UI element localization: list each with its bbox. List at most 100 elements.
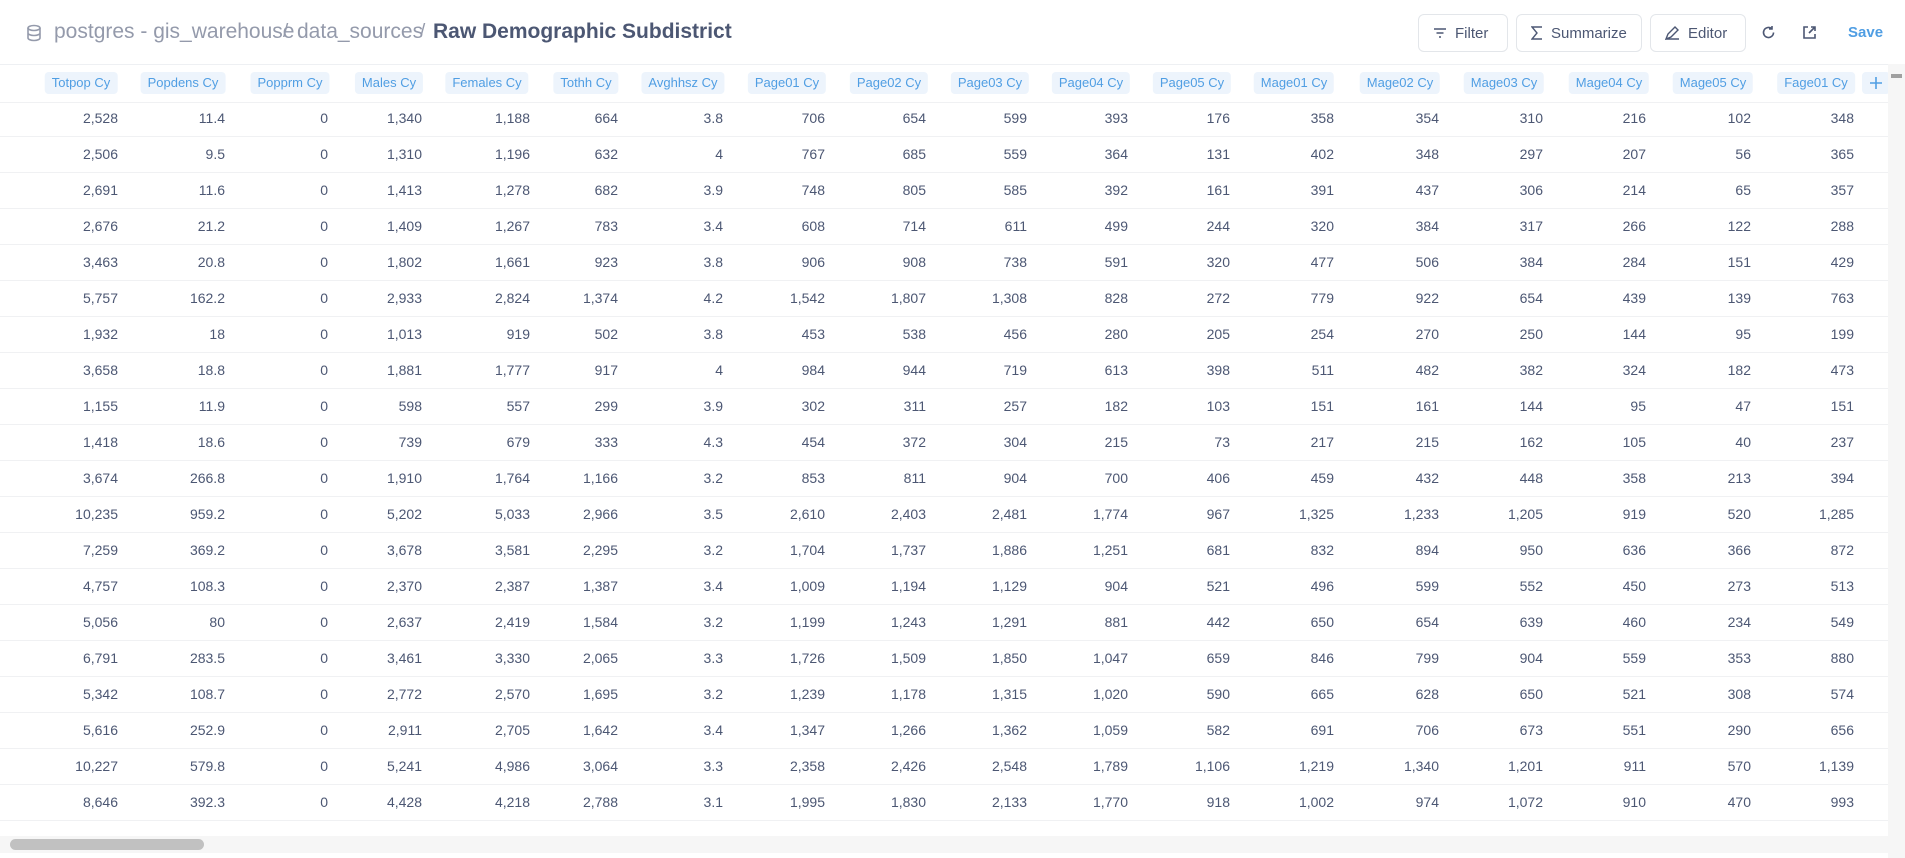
column-header[interactable]: Totpop Cy (44, 72, 118, 94)
cell: 254 (1310, 326, 1334, 342)
horizontal-scrollbar[interactable] (0, 836, 1888, 853)
cell: 1,072 (1507, 794, 1543, 810)
cell: 904 (1104, 578, 1128, 594)
cell: 139 (1727, 290, 1751, 306)
cell: 2,772 (386, 686, 422, 702)
cell: 18.8 (197, 362, 225, 378)
cell: 2,548 (991, 758, 1027, 774)
cell: 2,419 (494, 614, 530, 630)
cell: 217 (1310, 434, 1334, 450)
cell: 654 (1415, 614, 1439, 630)
column-header[interactable]: Fage01 Cy (1777, 72, 1855, 94)
cell: 234 (1727, 614, 1751, 630)
cell: 880 (1830, 650, 1854, 666)
column-header[interactable]: Mage01 Cy (1253, 72, 1335, 94)
cell: 2,506 (82, 146, 118, 162)
editor-button[interactable]: Editor (1650, 14, 1746, 52)
cell: 250 (1519, 326, 1543, 342)
row-divider (0, 316, 1888, 317)
column-header[interactable]: Page05 Cy (1152, 72, 1232, 94)
cell: 1,340 (1403, 758, 1439, 774)
cell: 2,691 (82, 182, 118, 198)
cell: 1,291 (991, 614, 1027, 630)
column-header[interactable]: Page01 Cy (747, 72, 827, 94)
cell: 1,881 (386, 362, 422, 378)
cell: 320 (1310, 218, 1334, 234)
cell: 144 (1622, 326, 1646, 342)
open-button[interactable] (1802, 25, 1817, 40)
cell: 1,910 (386, 470, 422, 486)
column-header[interactable]: Males Cy (354, 72, 424, 94)
cell: 65 (1735, 182, 1751, 198)
column-header[interactable]: Avghhsz Cy (641, 72, 725, 94)
cell: 881 (1104, 614, 1128, 630)
cell: 369.2 (189, 542, 225, 558)
cell: 917 (594, 362, 618, 378)
column-header[interactable]: Page03 Cy (950, 72, 1030, 94)
cell: 353 (1727, 650, 1751, 666)
cell: 348 (1415, 146, 1439, 162)
cell: 0 (320, 542, 328, 558)
column-header[interactable]: Page04 Cy (1051, 72, 1131, 94)
cell: 748 (801, 182, 825, 198)
cell: 719 (1003, 362, 1027, 378)
cell: 599 (1003, 110, 1027, 126)
cell: 1,509 (890, 650, 926, 666)
add-column-button[interactable] (1862, 72, 1890, 94)
cell: 1,807 (890, 290, 926, 306)
header: postgres - gis_warehouse data_sources Ra… (0, 0, 1905, 65)
cell: 348 (1830, 110, 1854, 126)
column-header[interactable]: Page02 Cy (849, 72, 929, 94)
cell: 628 (1415, 686, 1439, 702)
cell: 3,581 (494, 542, 530, 558)
cell: 384 (1519, 254, 1543, 270)
cell: 767 (801, 146, 825, 162)
cell: 511 (1311, 362, 1334, 378)
vertical-scrollbar[interactable] (1888, 64, 1905, 858)
row-divider (0, 208, 1888, 209)
cell: 21.2 (197, 218, 225, 234)
column-header[interactable]: Popdens Cy (140, 72, 226, 94)
cell: 1,166 (582, 470, 618, 486)
cell: 3.8 (703, 110, 723, 126)
column-header[interactable]: Tothh Cy (553, 72, 619, 94)
breadcrumb[interactable]: postgres - gis_warehouse (54, 20, 295, 43)
cell: 429 (1830, 254, 1854, 270)
breadcrumb: Raw Demographic Subdistrict (433, 20, 732, 43)
column-header[interactable]: Mage04 Cy (1568, 72, 1650, 94)
cell: 1,129 (991, 578, 1027, 594)
cell: 161 (1415, 398, 1439, 414)
scroll-thumb[interactable] (1891, 74, 1902, 78)
cell: 904 (1003, 470, 1027, 486)
icon (1665, 26, 1679, 40)
save-button[interactable]: Save (1848, 24, 1884, 41)
cell: 4 (715, 362, 723, 378)
cell: 552 (1519, 578, 1543, 594)
column-header[interactable]: Popprm Cy (250, 72, 330, 94)
cell: 4,986 (494, 758, 530, 774)
column-header[interactable]: Mage05 Cy (1672, 72, 1754, 94)
breadcrumb[interactable]: data_sources (297, 20, 424, 43)
column-header[interactable]: Mage02 Cy (1359, 72, 1441, 94)
summarize-button[interactable]: Summarize (1516, 14, 1642, 52)
cell: 783 (594, 218, 618, 234)
header-divider (0, 102, 1888, 103)
cell: 538 (902, 326, 926, 342)
cell: 506 (1415, 254, 1439, 270)
column-header[interactable]: Mage03 Cy (1463, 72, 1545, 94)
column-header[interactable]: Females Cy (445, 72, 529, 94)
cell: 366 (1727, 542, 1751, 558)
cell: 2,570 (494, 686, 530, 702)
cell: 1,196 (494, 146, 530, 162)
refresh-button[interactable] (1761, 25, 1776, 40)
cell: 151 (1830, 398, 1854, 414)
cell: 967 (1206, 506, 1230, 522)
cell: 0 (320, 434, 328, 450)
filter-button[interactable]: Filter (1418, 14, 1508, 52)
cell: 1,020 (1092, 686, 1128, 702)
cell: 216 (1622, 110, 1646, 126)
cell: 832 (1310, 542, 1334, 558)
cell: 664 (594, 110, 618, 126)
scroll-thumb[interactable] (10, 839, 204, 850)
